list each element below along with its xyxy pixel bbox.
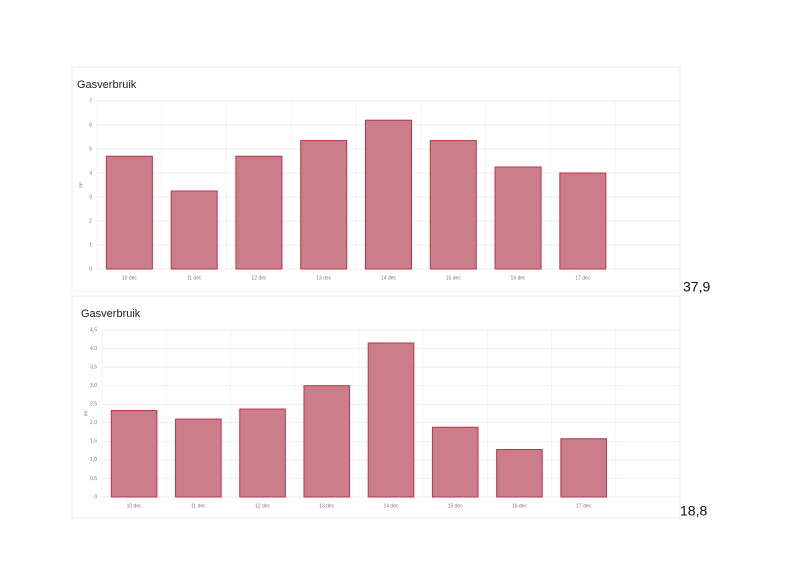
- y-tick-label: 1: [89, 242, 92, 248]
- bar: [431, 426, 479, 498]
- total-value: 18,8: [680, 503, 707, 519]
- y-tick-label: 2: [89, 218, 92, 224]
- y-tick-label: 1,0: [90, 457, 97, 463]
- bar: [494, 166, 542, 270]
- y-axis-label: m³: [78, 182, 84, 188]
- bar: [170, 190, 218, 270]
- y-tick-label: 3,5: [90, 364, 97, 370]
- x-tick-label: 14 dec: [383, 503, 399, 509]
- x-tick-label: 13 dec: [319, 503, 335, 509]
- x-tick-label: 16 dec: [511, 275, 527, 281]
- x-tick-label: 12 dec: [255, 503, 271, 509]
- bar: [365, 119, 412, 270]
- y-tick-label: 4,5: [90, 327, 97, 333]
- y-tick-label: 4,0: [90, 346, 97, 352]
- y-tick-label: 1,5: [90, 439, 97, 445]
- x-tick-label: 14 dec: [381, 275, 397, 281]
- x-tick-label: 11 dec: [187, 275, 202, 281]
- chart-title: Gasverbruik: [77, 79, 137, 91]
- x-tick-label: 15 dec: [446, 275, 462, 281]
- y-tick-label: 0: [94, 494, 97, 500]
- y-tick-label: 5: [89, 146, 92, 152]
- bar: [105, 155, 153, 270]
- bar: [429, 140, 477, 270]
- bar: [300, 140, 348, 270]
- total-value: 37,9: [683, 279, 710, 295]
- y-tick-label: 4: [89, 170, 92, 176]
- bar: [175, 418, 222, 498]
- x-tick-label: 10 dec: [122, 275, 138, 281]
- bar: [303, 385, 351, 498]
- x-tick-label: 11 dec: [191, 503, 206, 509]
- y-tick-label: 0: [89, 266, 92, 272]
- y-tick-label: 7: [89, 98, 92, 104]
- x-tick-label: 15 dec: [448, 503, 464, 509]
- y-tick-label: 6: [89, 122, 92, 128]
- bar: [560, 438, 607, 498]
- bar: [559, 172, 607, 270]
- bar: [496, 448, 543, 498]
- x-tick-label: 12 dec: [251, 275, 267, 281]
- x-tick-label: 13 dec: [316, 275, 332, 281]
- y-tick-label: 0,5: [90, 476, 97, 482]
- x-tick-label: 17 dec: [576, 503, 592, 509]
- y-tick-label: 3,0: [90, 383, 97, 389]
- x-tick-label: 16 dec: [512, 503, 528, 509]
- bar: [367, 342, 415, 498]
- y-tick-label: 2,5: [90, 402, 97, 408]
- bar: [110, 410, 158, 498]
- chart-title: Gasverbruik: [81, 308, 141, 320]
- y-tick-label: 2,0: [90, 420, 97, 426]
- bar: [239, 408, 286, 498]
- x-tick-label: 10 dec: [127, 503, 143, 509]
- y-tick-label: 3: [89, 194, 92, 200]
- bar: [235, 155, 283, 270]
- y-axis-label: m³: [83, 410, 89, 416]
- x-tick-label: 17 dec: [575, 275, 591, 281]
